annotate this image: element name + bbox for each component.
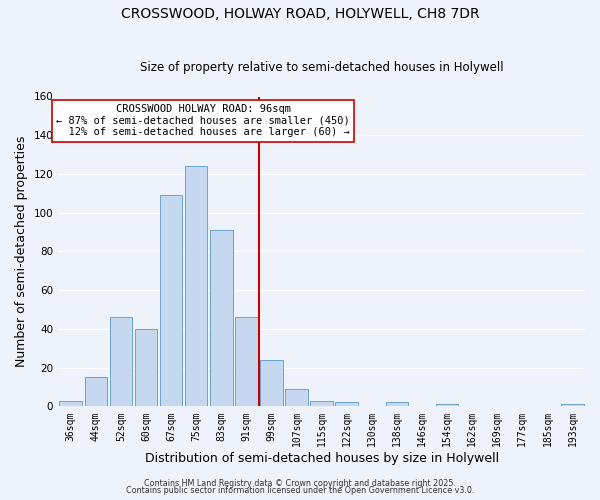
- Text: CROSSWOOD HOLWAY ROAD: 96sqm
← 87% of semi-detached houses are smaller (450)
  1: CROSSWOOD HOLWAY ROAD: 96sqm ← 87% of se…: [56, 104, 350, 138]
- Text: Contains public sector information licensed under the Open Government Licence v3: Contains public sector information licen…: [126, 486, 474, 495]
- Bar: [210, 230, 233, 406]
- Title: Size of property relative to semi-detached houses in Holywell: Size of property relative to semi-detach…: [140, 62, 503, 74]
- Bar: [561, 404, 584, 406]
- Bar: [235, 318, 257, 406]
- Bar: [185, 166, 208, 406]
- Bar: [260, 360, 283, 406]
- Bar: [285, 389, 308, 406]
- Bar: [335, 402, 358, 406]
- Bar: [85, 378, 107, 406]
- Bar: [134, 329, 157, 406]
- Bar: [59, 400, 82, 406]
- Y-axis label: Number of semi-detached properties: Number of semi-detached properties: [15, 136, 28, 367]
- Bar: [310, 400, 333, 406]
- Text: CROSSWOOD, HOLWAY ROAD, HOLYWELL, CH8 7DR: CROSSWOOD, HOLWAY ROAD, HOLYWELL, CH8 7D…: [121, 8, 479, 22]
- X-axis label: Distribution of semi-detached houses by size in Holywell: Distribution of semi-detached houses by …: [145, 452, 499, 465]
- Bar: [436, 404, 458, 406]
- Bar: [110, 318, 132, 406]
- Bar: [160, 196, 182, 406]
- Bar: [386, 402, 408, 406]
- Text: Contains HM Land Registry data © Crown copyright and database right 2025.: Contains HM Land Registry data © Crown c…: [144, 478, 456, 488]
